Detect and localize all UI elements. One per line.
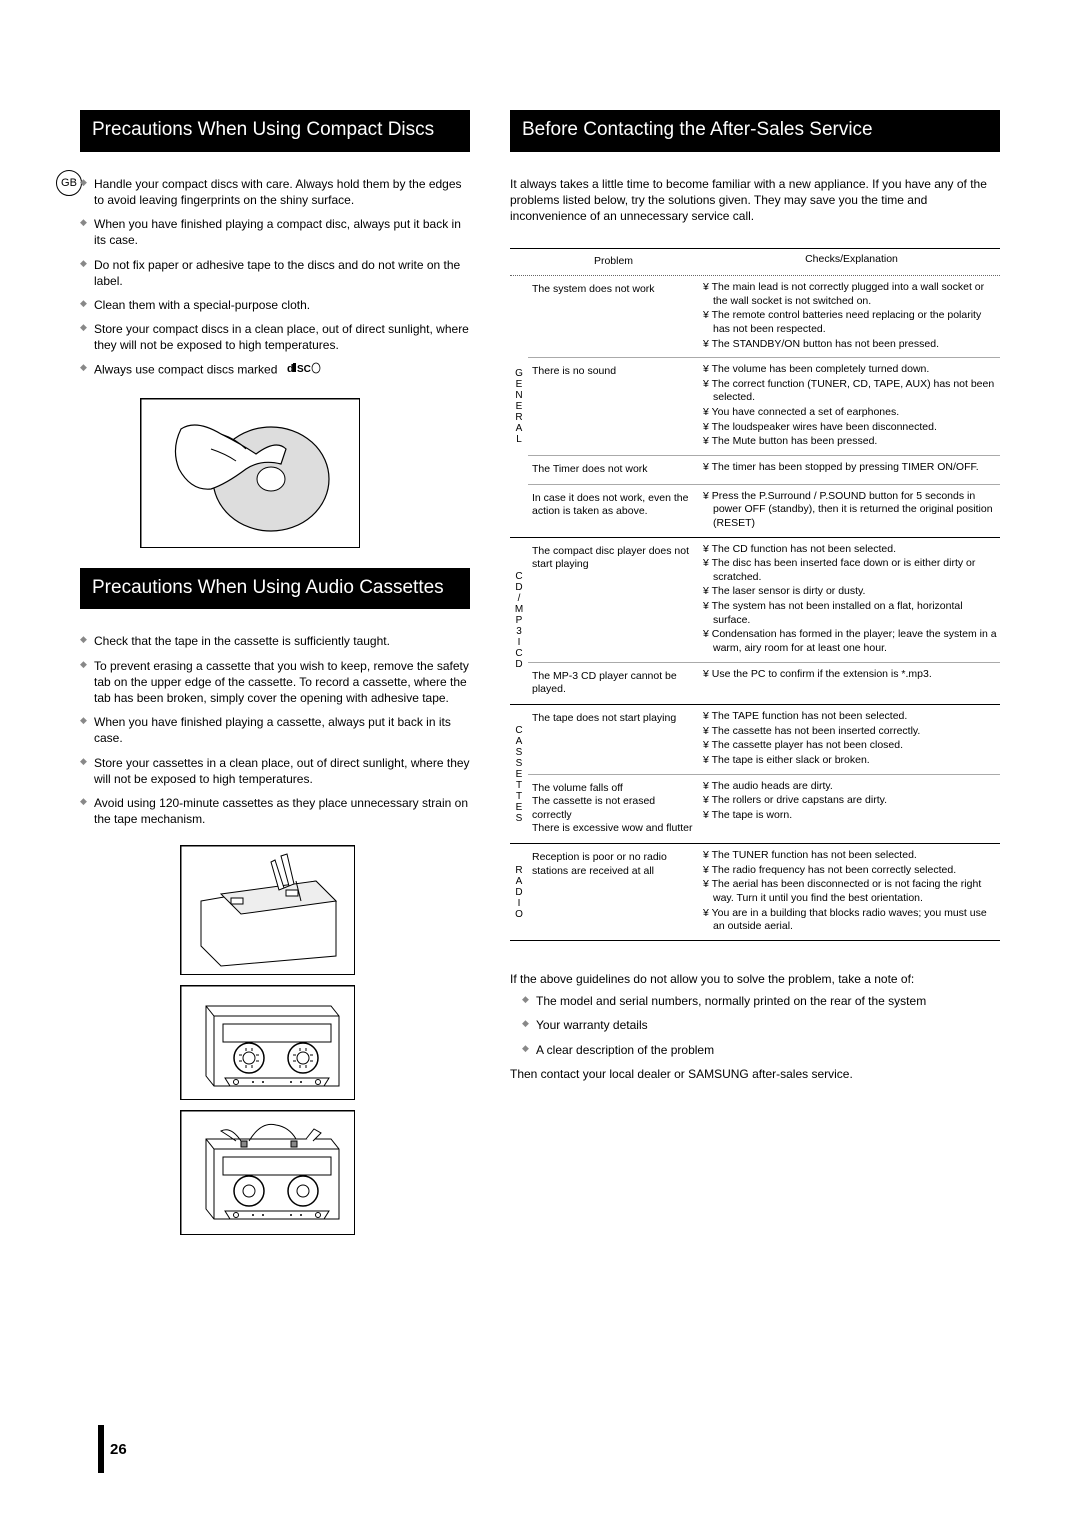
table-row: The system does not work¥ The main lead …: [528, 276, 1000, 357]
list-item: Check that the tape in the cassette is s…: [80, 633, 470, 649]
problem-cell: There is no sound: [528, 363, 703, 450]
list-item-text: When you have finished playing a compact…: [94, 217, 461, 247]
list-item-text: Do not fix paper or adhesive tape to the…: [94, 258, 460, 288]
checks-cell: ¥ The audio heads are dirty.¥ The roller…: [703, 780, 1000, 839]
svg-text:SC: SC: [297, 364, 311, 375]
problem-cell: The MP-3 CD player cannot be played.: [528, 668, 703, 699]
list-item: Avoid using 120-minute cassettes as they…: [80, 795, 470, 827]
cassette-front-illustration-1: [180, 985, 355, 1100]
intro-paragraph: It always takes a little time to become …: [510, 176, 1000, 225]
list-item-text: Avoid using 120-minute cassettes as they…: [94, 796, 468, 826]
checks-cell: ¥ The volume has been completely turned …: [703, 363, 1000, 450]
table-row: The Timer does not work¥ The timer has b…: [528, 455, 1000, 484]
category-label: GENERAL: [510, 276, 528, 537]
list-item-text: Clean them with a special-purpose cloth.: [94, 298, 310, 312]
list-item: Do not fix paper or adhesive tape to the…: [80, 257, 470, 289]
table-group: RADIOReception is poor or no radio stati…: [510, 844, 1000, 941]
page-number: 26: [110, 1441, 127, 1458]
category-label: RADIO: [510, 844, 528, 940]
list-item: Clean them with a special-purpose cloth.: [80, 297, 470, 313]
list-item-text: A clear description of the problem: [536, 1043, 714, 1057]
page-number-bar: [98, 1425, 104, 1473]
list-item: A clear description of the problem: [522, 1042, 1000, 1058]
list-item: Store your cassettes in a clean place, o…: [80, 755, 470, 787]
checks-cell: ¥ The TUNER function has not been select…: [703, 849, 1000, 935]
checks-cell: ¥ The timer has been stopped by pressing…: [703, 461, 1000, 479]
checks-cell: ¥ The CD function has not been selected.…: [703, 543, 1000, 657]
closing-block: If the above guidelines do not allow you…: [510, 971, 1000, 1082]
list-item: Store your compact discs in a clean plac…: [80, 321, 470, 353]
table-group: CASSETTESThe tape does not start playing…: [510, 705, 1000, 844]
checks-cell: ¥ Press the P.Surround / P.SOUND button …: [703, 490, 1000, 532]
table-row: The volume falls off The cassette is not…: [528, 774, 1000, 844]
column-header-problem: Problem: [528, 253, 703, 271]
disc-handling-illustration: [140, 398, 360, 548]
list-item: Your warranty details: [522, 1017, 1000, 1033]
list-item-text: Handle your compact discs with care. Alw…: [94, 177, 462, 207]
discs-section-header: Precautions When Using Compact Discs: [80, 110, 470, 152]
left-column: Precautions When Using Compact Discs Han…: [80, 110, 470, 1245]
problem-cell: The tape does not start playing: [528, 710, 703, 769]
problem-cell: The compact disc player does not start p…: [528, 543, 703, 657]
list-item-text: Store your compact discs in a clean plac…: [94, 322, 469, 352]
language-badge: GB: [56, 170, 82, 196]
table-row: In case it does not work, even the actio…: [528, 484, 1000, 537]
right-column: Before Contacting the After-Sales Servic…: [510, 110, 1000, 1245]
checks-cell: ¥ The main lead is not correctly plugged…: [703, 281, 1000, 352]
cassettes-bullet-list: Check that the tape in the cassette is s…: [80, 633, 470, 827]
list-item: When you have finished playing a cassett…: [80, 714, 470, 746]
list-item: Always use compact discs marked d SC: [80, 361, 470, 379]
list-item-text: The model and serial numbers, normally p…: [536, 994, 926, 1008]
page-content: Precautions When Using Compact Discs Han…: [80, 110, 1000, 1245]
list-item-text: Check that the tape in the cassette is s…: [94, 634, 390, 648]
svg-text:d: d: [287, 363, 293, 375]
discs-bullet-list: Handle your compact discs with care. Alw…: [80, 176, 470, 380]
cassette-front-illustration-2: [180, 1110, 355, 1235]
checks-cell: ¥ Use the PC to confirm if the extension…: [703, 668, 1000, 699]
table-row: The MP-3 CD player cannot be played.¥ Us…: [528, 662, 1000, 704]
compact-disc-logo-icon: d SC: [287, 361, 321, 379]
list-item-text: Always use compact discs marked: [94, 363, 277, 377]
table-row: There is no sound¥ The volume has been c…: [528, 357, 1000, 455]
list-item: The model and serial numbers, normally p…: [522, 993, 1000, 1009]
closing-outro: Then contact your local dealer or SAMSUN…: [510, 1066, 1000, 1082]
table-header-row: Problem Checks/Explanation: [510, 248, 1000, 276]
list-item-text: Your warranty details: [536, 1018, 648, 1032]
cassette-tab-illustration: [180, 845, 355, 975]
list-item-text: Store your cassettes in a clean place, o…: [94, 756, 470, 786]
problem-cell: The system does not work: [528, 281, 703, 352]
troubleshooting-table: Problem Checks/Explanation GENERALThe sy…: [510, 248, 1000, 941]
table-row: The compact disc player does not start p…: [528, 538, 1000, 662]
table-row: Reception is poor or no radio stations a…: [528, 844, 1000, 940]
list-item-text: When you have finished playing a cassett…: [94, 715, 451, 745]
list-item: To prevent erasing a cassette that you w…: [80, 658, 470, 707]
list-item: Handle your compact discs with care. Alw…: [80, 176, 470, 208]
problem-cell: The Timer does not work: [528, 461, 703, 479]
closing-intro: If the above guidelines do not allow you…: [510, 971, 1000, 987]
cassettes-section-header: Precautions When Using Audio Cassettes: [80, 568, 470, 610]
closing-list: The model and serial numbers, normally p…: [522, 993, 1000, 1058]
aftersales-section-header: Before Contacting the After-Sales Servic…: [510, 110, 1000, 152]
column-header-checks: Checks/Explanation: [703, 253, 1000, 271]
table-row: The tape does not start playing¥ The TAP…: [528, 705, 1000, 774]
problem-cell: In case it does not work, even the actio…: [528, 490, 703, 532]
category-label: CASSETTES: [510, 705, 528, 843]
category-label: CD/MP3ICD: [510, 538, 528, 704]
table-group: CD/MP3ICDThe compact disc player does no…: [510, 538, 1000, 705]
list-item: When you have finished playing a compact…: [80, 216, 470, 248]
problem-cell: Reception is poor or no radio stations a…: [528, 849, 703, 935]
checks-cell: ¥ The TAPE function has not been selecte…: [703, 710, 1000, 769]
list-item-text: To prevent erasing a cassette that you w…: [94, 659, 469, 705]
table-group: GENERALThe system does not work¥ The mai…: [510, 276, 1000, 538]
problem-cell: The volume falls off The cassette is not…: [528, 780, 703, 839]
